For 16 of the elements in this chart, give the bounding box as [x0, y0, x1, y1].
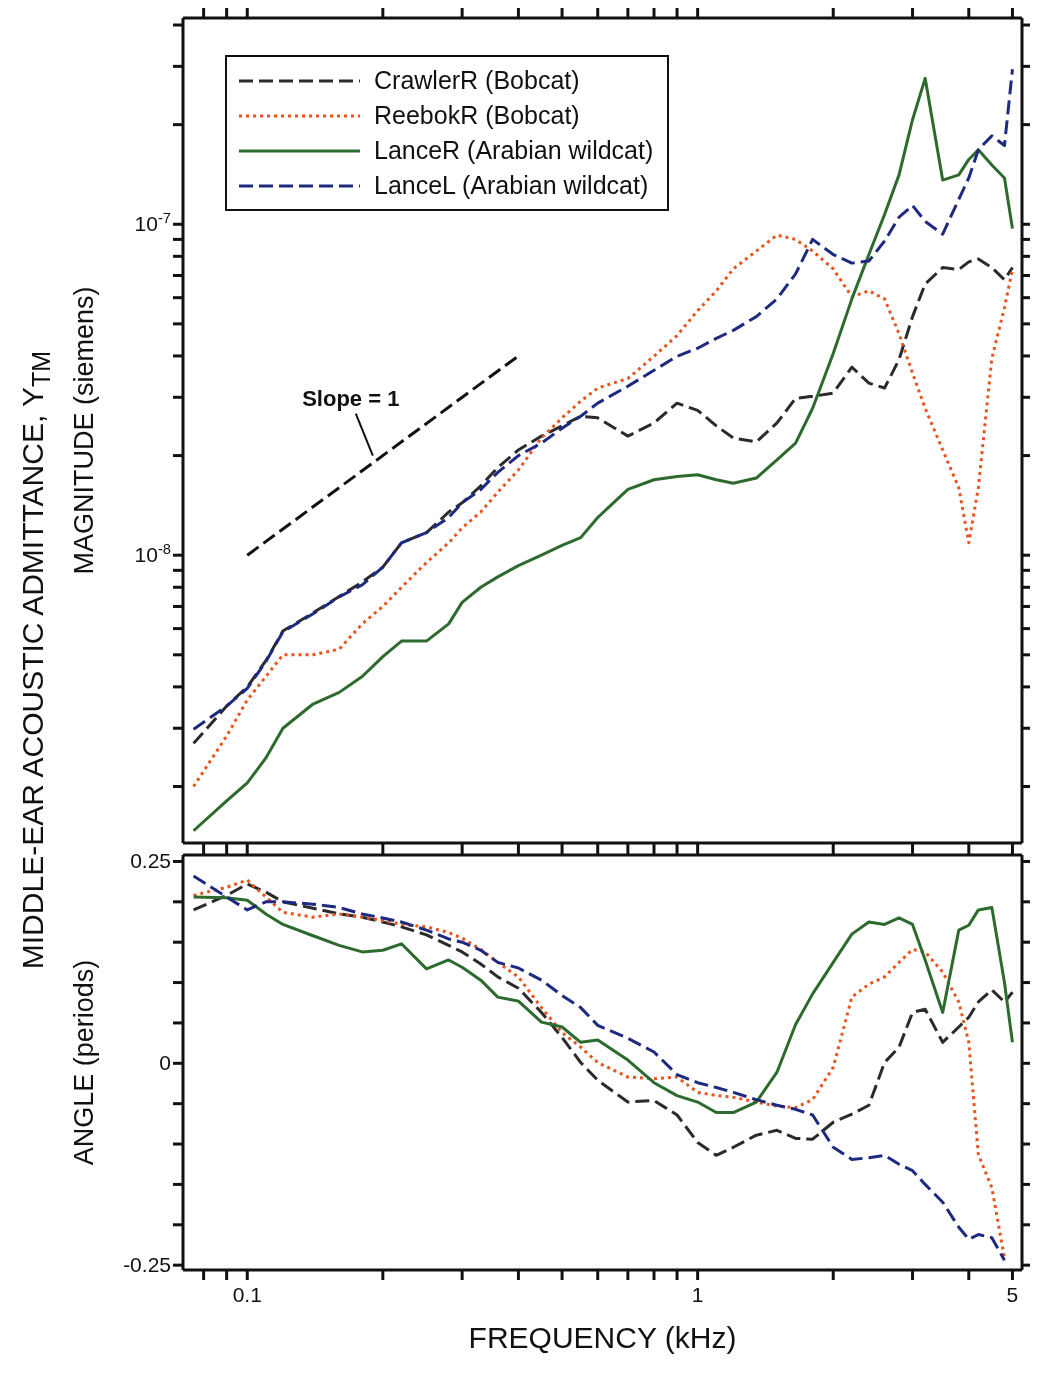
y-tick-label: 10$^{-8}$ [134, 541, 171, 567]
legend-label: LanceR (Arabian wildcat) [374, 136, 654, 165]
y-tick-label: -0.25 [123, 1253, 171, 1277]
annotation: Slope = 1 [302, 385, 400, 411]
legend-label: LanceL (Arabian wildcat) [374, 171, 649, 200]
y-axis-title: ANGLE (periods) [69, 959, 100, 1166]
y-tick-label: 0.25 [130, 849, 171, 873]
x-axis-title: FREQUENCY (kHz) [468, 1321, 737, 1354]
legend-label: ReebokR (Bobcat) [374, 101, 580, 130]
x-tick-label: 1 [691, 1283, 704, 1306]
x-tick-label: 0.1 [232, 1283, 262, 1306]
x-tick-label: 5 [1006, 1283, 1019, 1306]
y-axis-title: MAGNITUDE (siemens) [69, 286, 100, 575]
legend-label: CrawlerR (Bobcat) [374, 66, 580, 95]
y-tick-label: 10$^{-7}$ [134, 210, 171, 236]
y-tick-label: 0 [159, 1051, 171, 1075]
